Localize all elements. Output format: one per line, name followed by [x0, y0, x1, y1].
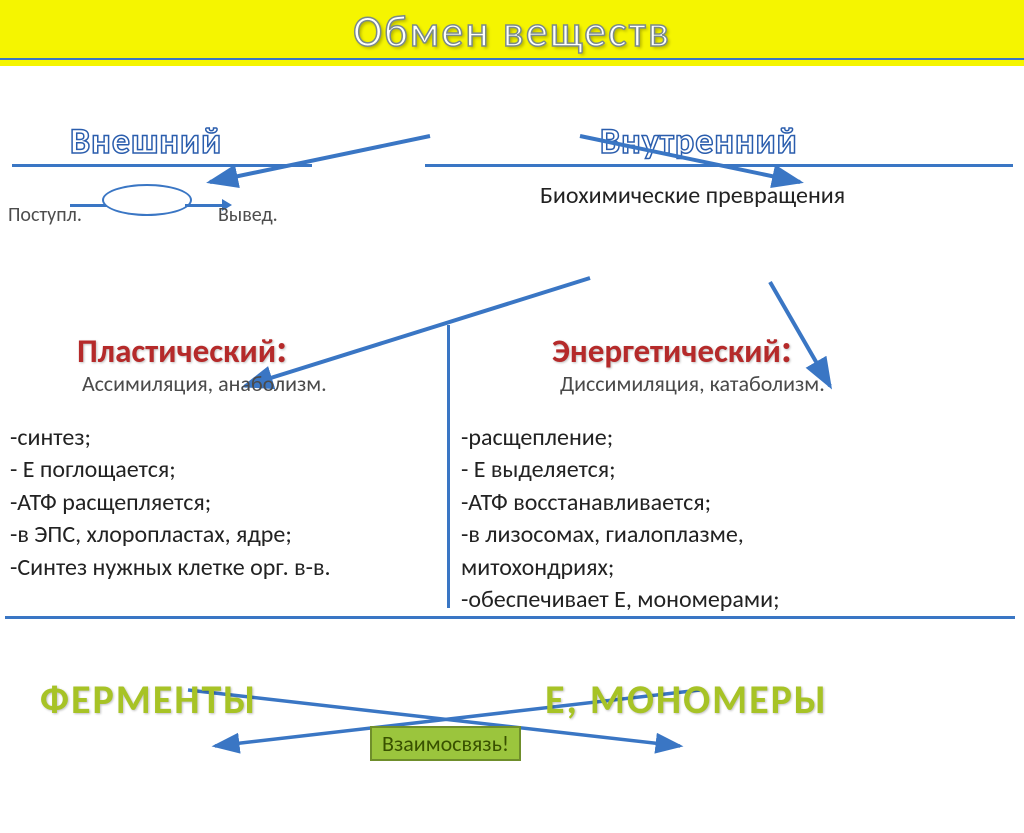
vertical-divider — [447, 325, 450, 608]
heading-energetic: Энергетический: — [552, 324, 792, 373]
colon-icon: : — [781, 324, 792, 373]
heading-energetic-text: Энергетический — [552, 331, 781, 371]
list-item: -в лизосомах, гиалоплазме, — [461, 519, 1011, 551]
page-title: Обмен веществ — [353, 4, 671, 58]
colon-icon: : — [276, 324, 287, 373]
label-enzymes: ФЕРМЕНТЫ — [40, 675, 257, 724]
title-banner: Обмен веществ — [0, 0, 1024, 66]
underline-left — [12, 164, 312, 167]
label-e-monomers: Е, МОНОМЕРЫ — [545, 675, 828, 724]
list-item: -АТФ расщепляется; — [10, 487, 430, 519]
label-intake: Поступл. — [8, 203, 82, 227]
label-output: Вывед. — [218, 203, 278, 227]
list-energetic: -расщепление;- Е выделяется;-АТФ восстан… — [461, 422, 1011, 616]
list-item: -синтез; — [10, 422, 430, 454]
list-item: -обеспечивает Е, мономерами; — [461, 584, 1011, 616]
badge-interrelation: Взаимосвязь! — [370, 726, 521, 761]
arrow-top-left — [210, 136, 430, 182]
list-item: -расщепление; — [461, 422, 1011, 454]
underline-right — [425, 164, 1013, 167]
list-plastic: -синтез;- Е поглощается;-АТФ расщепляетс… — [10, 422, 430, 584]
label-aka-energetic: Диссимиляция, катаболизм. — [560, 370, 825, 397]
list-item: митохондриях; — [461, 552, 1011, 584]
list-item: -АТФ восстанавливается; — [461, 487, 1011, 519]
list-item: -в ЭПС, хлоропластах, ядре; — [10, 519, 430, 551]
heading-external: Внешний — [70, 119, 222, 163]
bottom-divider — [5, 616, 1015, 619]
heading-plastic: Пластический: — [77, 324, 287, 373]
list-item: - Е поглощается; — [10, 454, 430, 486]
ellipse-icon — [102, 184, 192, 216]
title-underline — [0, 58, 1024, 60]
heading-plastic-text: Пластический — [77, 331, 276, 371]
label-aka-plastic: Ассимиляция, анаболизм. — [82, 370, 327, 397]
heading-internal: Внутренний — [600, 119, 798, 163]
list-item: - Е выделяется; — [461, 454, 1011, 486]
label-biochem: Биохимические превращения — [540, 181, 845, 210]
list-item: -Синтез нужных клетке орг. в-в. — [10, 552, 430, 584]
